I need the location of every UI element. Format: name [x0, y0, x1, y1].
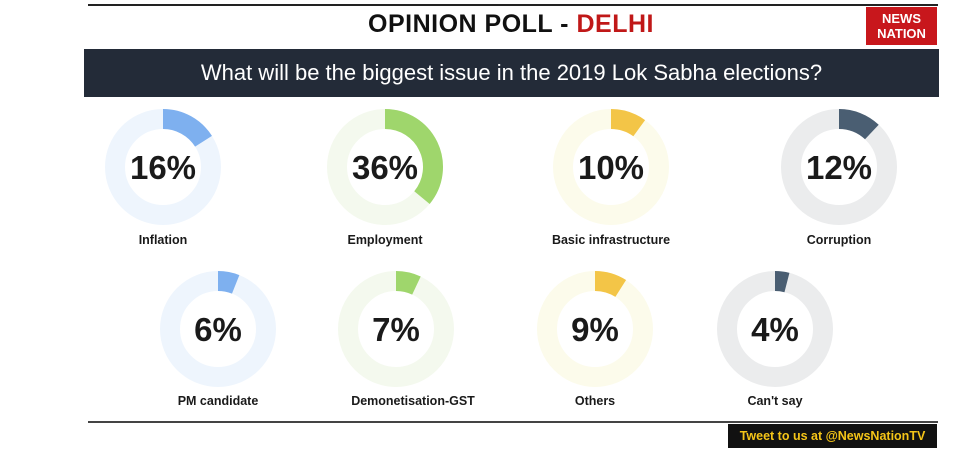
donut-segment-corruption	[838, 109, 879, 140]
logo-line-2: NATION	[877, 26, 926, 41]
donut-value-inflation: 16%	[130, 149, 196, 186]
donut-label-demonetisation-gst: Demonetisation-GST	[351, 394, 475, 408]
donut-segment-can-t-say	[774, 271, 790, 293]
donut-value-basic-infrastructure: 10%	[578, 149, 644, 186]
donut-can-t-say: 4% Can't say	[717, 271, 833, 408]
donut-segment-others	[594, 271, 627, 298]
donut-demonetisation-gst: 7% Demonetisation-GST	[338, 271, 475, 408]
poll-title-prefix: OPINION POLL -	[368, 10, 577, 38]
donut-value-others: 9%	[571, 311, 619, 348]
donut-segment-demonetisation-gst	[395, 271, 421, 295]
donut-value-demonetisation-gst: 7%	[372, 311, 420, 348]
donut-segment-pm-candidate	[217, 271, 240, 294]
donut-label-pm-candidate: PM candidate	[178, 394, 259, 408]
donut-employment: 36% Employment	[327, 109, 443, 247]
news-nation-logo: NEWS NATION	[866, 7, 937, 45]
poll-title: OPINION POLL - DELHI	[0, 9, 980, 39]
donut-inflation: 16% Inflation	[105, 109, 221, 247]
poll-title-city: DELHI	[576, 10, 654, 38]
donut-segment-employment	[384, 109, 443, 204]
donut-value-can-t-say: 4%	[751, 311, 799, 348]
donut-label-inflation: Inflation	[139, 233, 188, 247]
donut-value-employment: 36%	[352, 149, 418, 186]
donut-segment-basic-infrastructure	[610, 109, 646, 137]
donut-label-corruption: Corruption	[807, 233, 872, 247]
top-rule	[88, 4, 938, 6]
donut-value-pm-candidate: 6%	[194, 311, 242, 348]
tweet-banner: Tweet to us at @NewsNationTV	[728, 424, 937, 448]
logo-line-1: NEWS	[882, 11, 921, 26]
donut-corruption: 12% Corruption	[781, 109, 897, 247]
bottom-rule	[88, 421, 938, 423]
question-banner: What will be the biggest issue in the 20…	[84, 49, 939, 97]
donut-pm-candidate: 6% PM candidate	[160, 271, 276, 408]
donut-label-employment: Employment	[347, 233, 423, 247]
donut-basic-infrastructure: 10% Basic infrastructure	[552, 109, 670, 247]
donut-label-basic-infrastructure: Basic infrastructure	[552, 233, 670, 247]
donut-others: 9% Others	[537, 271, 653, 408]
donut-label-can-t-say: Can't say	[747, 394, 802, 408]
donut-segment-inflation	[162, 109, 212, 148]
donut-label-others: Others	[575, 394, 615, 408]
donut-value-corruption: 12%	[806, 149, 872, 186]
